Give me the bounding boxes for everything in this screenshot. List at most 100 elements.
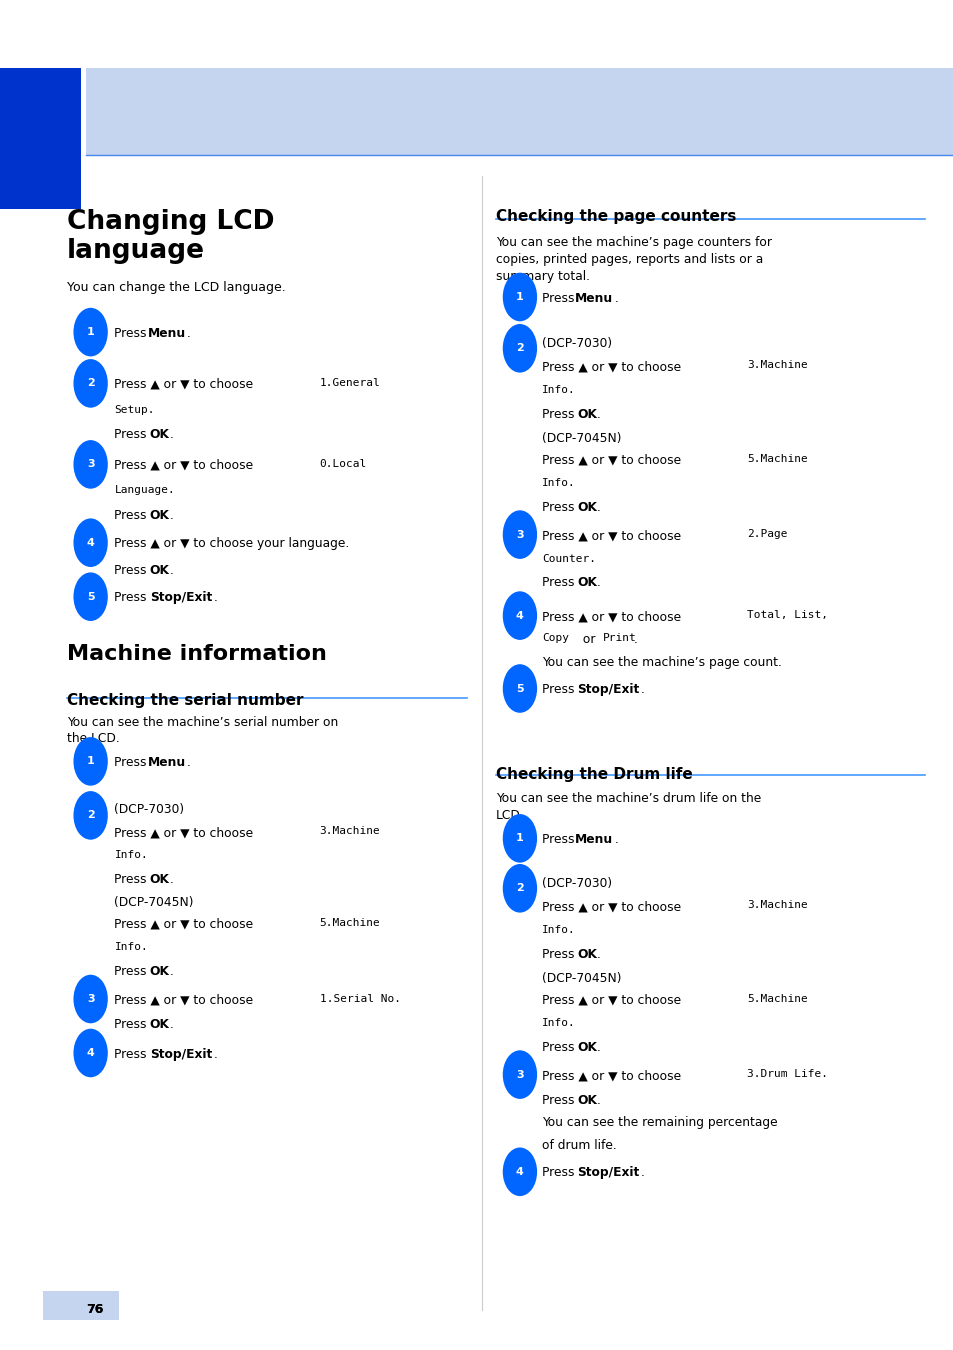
Text: Machine information: Machine information	[67, 644, 326, 664]
Text: Press: Press	[114, 327, 151, 340]
Text: Menu: Menu	[575, 292, 613, 305]
Text: OK: OK	[150, 428, 170, 441]
Text: You can see the remaining percentage: You can see the remaining percentage	[541, 1116, 777, 1130]
Text: .: .	[170, 509, 173, 522]
Text: .: .	[597, 1094, 600, 1107]
Text: Print: Print	[602, 633, 636, 643]
Text: (DCP-7045N): (DCP-7045N)	[541, 432, 620, 446]
Text: 2: 2	[516, 883, 523, 894]
Text: Press: Press	[541, 1094, 578, 1107]
Text: OK: OK	[150, 509, 170, 522]
Text: Info.: Info.	[541, 1018, 575, 1027]
Text: Stop/Exit: Stop/Exit	[150, 1048, 212, 1061]
Text: 3.Machine: 3.Machine	[746, 360, 807, 370]
Text: .: .	[170, 564, 173, 578]
Text: Press ▲ or ▼ to choose: Press ▲ or ▼ to choose	[541, 360, 684, 374]
Text: OK: OK	[577, 501, 597, 514]
Text: (DCP-7030): (DCP-7030)	[114, 803, 185, 817]
Circle shape	[502, 591, 537, 640]
Text: Press ▲ or ▼ to choose: Press ▲ or ▼ to choose	[114, 459, 257, 472]
Text: Press ▲ or ▼ to choose: Press ▲ or ▼ to choose	[114, 378, 257, 392]
Text: (DCP-7045N): (DCP-7045N)	[541, 972, 620, 986]
Text: 3.Machine: 3.Machine	[319, 826, 380, 836]
Text: Language.: Language.	[114, 485, 175, 494]
Text: Stop/Exit: Stop/Exit	[577, 683, 639, 697]
Text: You can see the machine’s serial number on
the LCD.: You can see the machine’s serial number …	[67, 716, 337, 745]
Text: 3.Machine: 3.Machine	[746, 900, 807, 910]
FancyBboxPatch shape	[43, 1291, 119, 1320]
Text: 3.Drum Life.: 3.Drum Life.	[746, 1069, 827, 1079]
Text: 4: 4	[516, 1166, 523, 1177]
Text: .: .	[170, 873, 173, 887]
Text: .: .	[640, 1166, 644, 1180]
Text: 5.Machine: 5.Machine	[746, 994, 807, 1003]
Text: .: .	[213, 591, 217, 605]
Circle shape	[502, 273, 537, 321]
Circle shape	[73, 791, 108, 840]
Text: Menu: Menu	[148, 756, 186, 770]
Text: OK: OK	[150, 873, 170, 887]
Text: You can see the machine’s drum life on the
LCD.: You can see the machine’s drum life on t…	[496, 792, 760, 822]
Text: or: or	[578, 633, 598, 647]
Text: Press ▲ or ▼ to choose: Press ▲ or ▼ to choose	[541, 994, 684, 1007]
Circle shape	[502, 864, 537, 913]
Text: OK: OK	[150, 1018, 170, 1031]
Text: .: .	[633, 633, 637, 647]
Text: OK: OK	[577, 576, 597, 590]
Text: Press: Press	[541, 501, 578, 514]
Text: .: .	[614, 292, 618, 305]
Text: Press ▲ or ▼ to choose: Press ▲ or ▼ to choose	[541, 900, 684, 914]
Text: Press ▲ or ▼ to choose: Press ▲ or ▼ to choose	[114, 994, 257, 1007]
Circle shape	[73, 737, 108, 786]
Text: OK: OK	[577, 948, 597, 961]
Text: .: .	[597, 1041, 600, 1054]
Text: OK: OK	[577, 1041, 597, 1054]
Text: Info.: Info.	[114, 942, 148, 952]
Text: Press ▲ or ▼ to choose: Press ▲ or ▼ to choose	[114, 918, 257, 932]
Text: of drum life.: of drum life.	[541, 1139, 616, 1153]
Circle shape	[502, 814, 537, 863]
Text: 2: 2	[516, 343, 523, 354]
Circle shape	[502, 664, 537, 713]
Circle shape	[73, 572, 108, 621]
Text: Changing LCD
language: Changing LCD language	[67, 209, 274, 265]
Text: 5: 5	[516, 683, 523, 694]
Text: Total, List,: Total, List,	[746, 610, 827, 620]
Text: Menu: Menu	[148, 327, 186, 340]
Text: Checking the serial number: Checking the serial number	[67, 693, 303, 707]
Text: 5.Machine: 5.Machine	[746, 454, 807, 463]
Text: 4: 4	[87, 537, 94, 548]
Text: Press ▲ or ▼ to choose your language.: Press ▲ or ▼ to choose your language.	[114, 537, 350, 551]
Text: 3: 3	[87, 994, 94, 1004]
Text: Checking the page counters: Checking the page counters	[496, 209, 736, 224]
Text: 1: 1	[87, 756, 94, 767]
Circle shape	[502, 1148, 537, 1196]
Text: Stop/Exit: Stop/Exit	[150, 591, 212, 605]
Text: .: .	[597, 501, 600, 514]
Text: (DCP-7030): (DCP-7030)	[541, 338, 612, 351]
Text: Press: Press	[114, 756, 151, 770]
Text: 4: 4	[516, 610, 523, 621]
Text: Press: Press	[114, 564, 151, 578]
Text: Press: Press	[541, 683, 578, 697]
Text: Menu: Menu	[575, 833, 613, 846]
Circle shape	[73, 440, 108, 489]
Text: .: .	[597, 948, 600, 961]
Text: Info.: Info.	[541, 385, 575, 394]
Circle shape	[73, 518, 108, 567]
Text: Press ▲ or ▼ to choose: Press ▲ or ▼ to choose	[541, 529, 684, 543]
Text: You can see the machine’s page count.: You can see the machine’s page count.	[541, 656, 781, 670]
Text: 5.Machine: 5.Machine	[319, 918, 380, 927]
Text: Info.: Info.	[114, 850, 148, 860]
Text: 2.Page: 2.Page	[746, 529, 786, 539]
Text: 1: 1	[516, 292, 523, 302]
Text: You can see the machine’s page counters for
copies, printed pages, reports and l: You can see the machine’s page counters …	[496, 236, 771, 284]
Text: Press: Press	[114, 509, 151, 522]
Text: 3: 3	[516, 1069, 523, 1080]
Circle shape	[502, 1050, 537, 1099]
Text: 2: 2	[87, 378, 94, 389]
Text: (DCP-7045N): (DCP-7045N)	[114, 896, 193, 910]
Text: Copy: Copy	[541, 633, 568, 643]
Circle shape	[502, 324, 537, 373]
Text: .: .	[187, 327, 191, 340]
